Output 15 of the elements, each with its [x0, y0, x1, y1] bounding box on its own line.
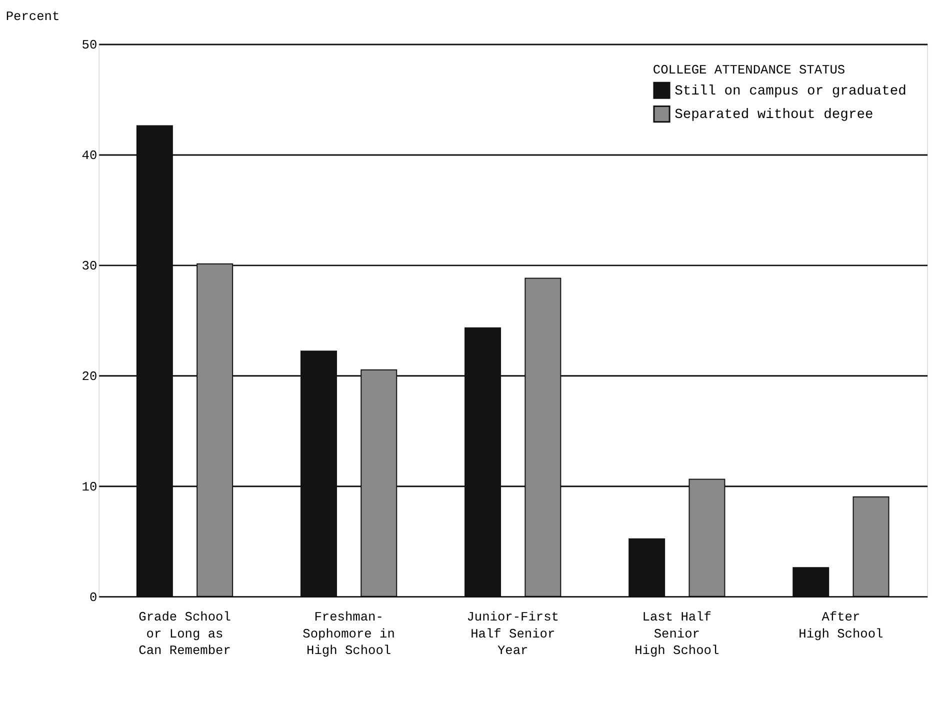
y-tick-label: 20	[82, 368, 98, 384]
x-tick-label: Junior-First Half Senior Year	[466, 609, 559, 658]
x-tick-label: After High School	[798, 609, 884, 642]
legend-label: Separated without degree	[674, 108, 874, 123]
legend-label: Still on campus or graduated	[674, 84, 906, 100]
y-tick-label: 0	[89, 590, 98, 605]
y-tick-label: 10	[82, 479, 98, 494]
y-tick-label: 40	[82, 148, 98, 163]
y-tick-label: 50	[82, 37, 98, 52]
x-tick-label: Freshman- Sophomore in High School	[302, 609, 395, 658]
y-tick-label: 30	[82, 258, 98, 274]
x-tick-label: Last Half Senior High School	[634, 609, 720, 658]
y-axis-title: Percent	[6, 8, 60, 24]
legend-title: COLLEGE ATTENDANCE STATUS	[652, 62, 846, 78]
x-tick-label: Grade School or Long as Can Remember	[138, 609, 231, 658]
